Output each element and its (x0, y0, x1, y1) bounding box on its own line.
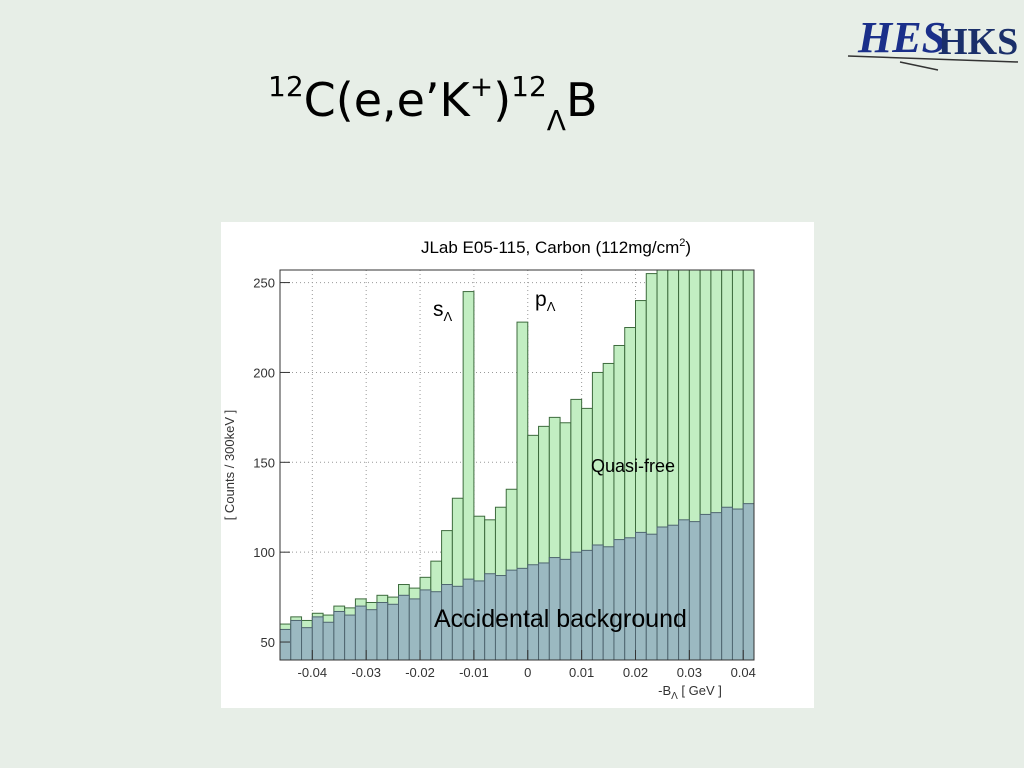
x-tick-label: -0.04 (297, 665, 327, 680)
y-tick-label: 250 (253, 276, 275, 291)
x-tick-label: 0.04 (731, 665, 756, 680)
title-text: B (566, 73, 598, 127)
histogram-bar (311, 616, 324, 660)
chart-title-text: ) (685, 238, 691, 257)
histogram-bar (365, 609, 378, 660)
histogram-bar (290, 619, 303, 660)
annotation-text: p (535, 288, 547, 311)
histogram-bar (419, 589, 432, 660)
annotation: Quasi-free (591, 456, 675, 476)
histogram-bar (645, 533, 658, 660)
histogram-bar (699, 513, 712, 660)
x-tick-label: -0.03 (351, 665, 381, 680)
y-tick-label: 50 (261, 635, 275, 650)
histogram-bar (398, 594, 410, 660)
slide-title: 12C(e,e’K+)12ΛB (268, 70, 598, 137)
x-tick-label: 0.02 (623, 665, 648, 680)
title-text: ) (493, 73, 511, 127)
x-axis-label-sub: Λ (671, 691, 678, 702)
logo: HES HKS (847, 13, 1019, 71)
annotation: sΛ (433, 298, 453, 324)
histogram-bar (721, 506, 733, 660)
histogram-bar (613, 539, 626, 660)
histogram-bar (656, 526, 669, 660)
histogram-bar (624, 537, 637, 660)
chart-title-sup: 2 (679, 237, 685, 249)
x-tick-label: 0.03 (677, 665, 702, 680)
logo-line (899, 61, 939, 71)
histogram-bar (280, 628, 292, 660)
plot-frame (279, 269, 755, 661)
annotation: pΛ (535, 288, 556, 314)
x-axis-label: -BΛ [ GeV ] (658, 683, 722, 702)
annotation-sub: Λ (444, 309, 453, 324)
histogram-bar (710, 512, 723, 660)
y-tick-label: 100 (253, 545, 275, 560)
histogram-bar (354, 605, 367, 660)
histogram-bar (678, 519, 690, 660)
y-tick-label: 200 (253, 365, 275, 380)
x-tick-label: -0.02 (405, 665, 435, 680)
axes: -0.04 -0.03 -0.02 -0.01 0 0.01 0.02 0.03 0.04 50 1… (253, 269, 756, 680)
histogram-bar (667, 524, 680, 660)
x-tick-label: 0 (524, 665, 531, 680)
histogram-bar (376, 601, 389, 660)
histogram (280, 270, 754, 660)
histogram-bar (742, 503, 754, 660)
chart-title: JLab E05-115, Carbon (112mg/cm2) (421, 237, 691, 257)
y-axis-label: [ Counts / 300keV ] (222, 410, 237, 521)
histogram-bar (635, 531, 647, 660)
histogram-bar (387, 603, 399, 660)
annotation-text: s (433, 298, 444, 321)
logo-left: HES (857, 13, 946, 62)
histogram-bar (322, 621, 335, 660)
y-tick-label: 150 (253, 455, 275, 470)
annotation: Accidental background (434, 605, 687, 633)
title-sup: 12 (511, 70, 547, 103)
title-text: C(e,e’K (304, 73, 472, 127)
title-sub: Λ (547, 104, 566, 137)
title-sup: + (470, 70, 493, 103)
histogram-bar (333, 610, 346, 660)
histogram-bar (602, 546, 615, 660)
x-axis-label-text: [ GeV ] (678, 683, 722, 698)
histogram-bar (408, 598, 421, 660)
histogram-bar (731, 508, 744, 660)
logo-right: HKS (938, 21, 1018, 63)
x-tick-label: -0.01 (459, 665, 489, 680)
histogram-bar (344, 614, 356, 660)
x-tick-label: 0.01 (569, 665, 594, 680)
histogram-bar (301, 627, 313, 660)
chart-title-text: JLab E05-115, Carbon (112mg/cm (421, 238, 679, 257)
title-sup: 12 (268, 70, 304, 103)
histogram-bar (591, 544, 604, 660)
histogram-bar (688, 521, 701, 660)
annotation-sub: Λ (547, 299, 556, 314)
logo-line (847, 55, 1019, 63)
x-axis-label-text: -B (658, 683, 671, 698)
histogram-bar (462, 291, 475, 660)
